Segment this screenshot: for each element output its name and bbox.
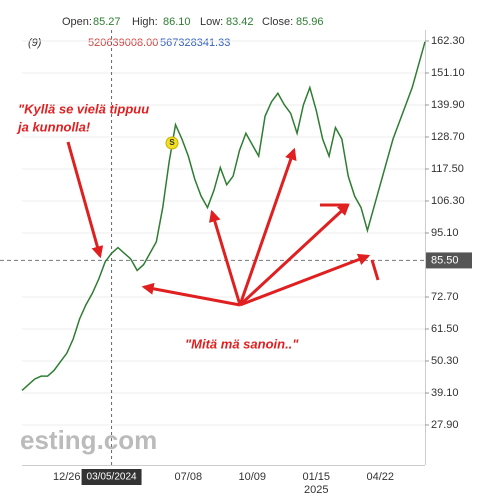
y-tick-label: 128.70 [431,131,465,143]
y-tick-label: 39.10 [431,387,459,399]
x-tick-label: 04/22 [366,471,394,483]
close-label: Close: [262,16,293,28]
price-tag-label: 85.50 [431,254,459,266]
crosshair-tag [81,469,142,485]
y-tick-label: 95.10 [431,227,459,239]
header: Open: 85.27 High: 86.10 Low: 83.42 Close… [28,16,324,49]
x-tick-label: 12/26 [53,471,81,483]
axis-line [425,30,426,465]
y-tick-label: 27.90 [431,419,459,431]
signal-marker-label: S [169,138,175,147]
y-tick-label: 72.70 [431,291,459,303]
vol-a: 520639008.00 [88,37,158,49]
x-tick-label: 03/05/2024 [87,472,137,483]
price-tag [426,252,472,269]
low: 83.42 [226,16,254,28]
y-tick-label: 50.30 [431,355,459,367]
annotation: "Mitä mä sanoin.." [185,336,299,351]
open: 85.27 [93,16,121,28]
open-label: Open: [62,16,92,28]
x-tick-label: 10/09 [239,471,267,483]
y-tick-label: 117.50 [431,163,464,175]
high-label: High: [132,16,158,28]
low-label: Low: [200,16,223,28]
annotation: ja kunnolla! [16,119,91,134]
y-tick-label: 61.50 [431,323,459,335]
close: 85.96 [296,16,324,28]
signal-marker [165,136,179,150]
axis-line [22,465,425,466]
watermark: esting.com [20,425,157,455]
high: 86.10 [163,16,191,28]
x-tick-label: 01/15 [302,471,330,483]
y-tick-label: 139.90 [431,99,465,111]
x-tick-label: 07/08 [175,471,203,483]
vol-period: (9) [28,37,42,49]
y-tick-label: 106.30 [431,195,465,207]
vol-b: 567328341.33 [160,37,230,49]
price-line [21,41,426,391]
annotation: "Kyllä se vielä tippuu [18,101,149,116]
year-label: 2025 [304,484,328,496]
y-tick-label: 162.30 [431,35,465,47]
arrows [66,141,380,307]
y-tick-label: 151.10 [431,67,465,79]
